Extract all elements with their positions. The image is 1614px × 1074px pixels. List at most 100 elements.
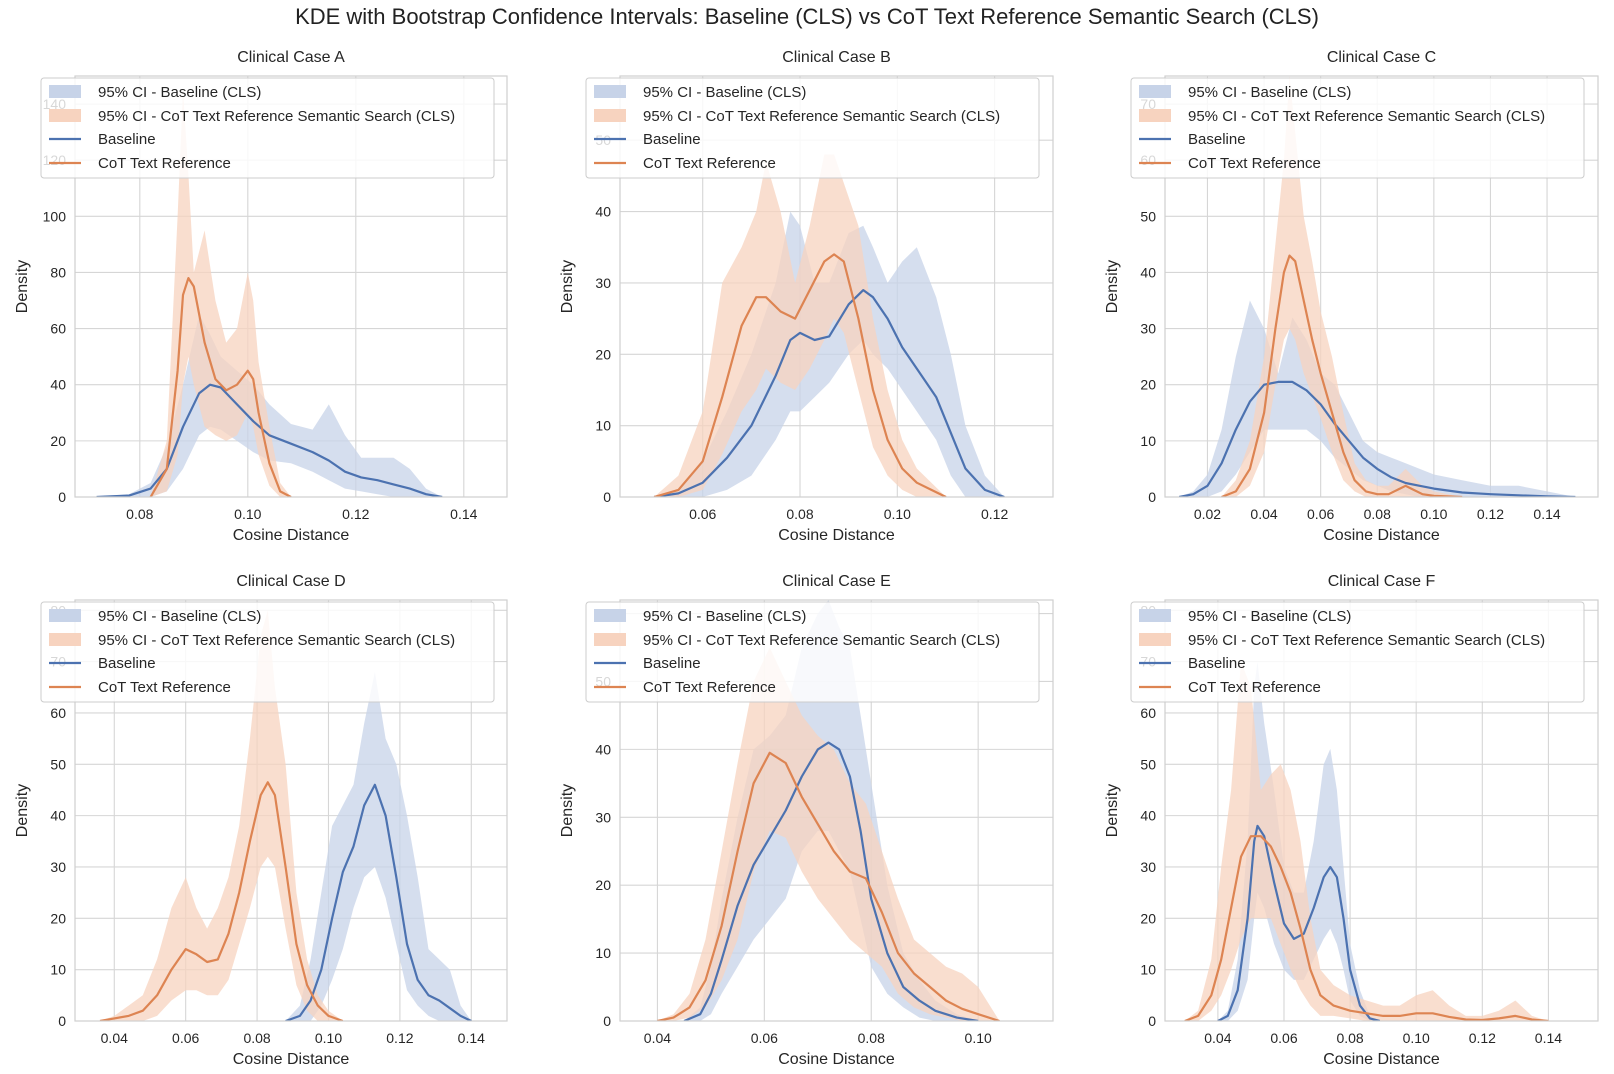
- legend-label-cot: CoT Text Reference: [98, 155, 231, 172]
- x-tick-label: 0.08: [126, 506, 153, 522]
- cot-kde-line: [99, 781, 344, 1021]
- legend-swatch-baseline-ci: [49, 609, 81, 622]
- x-tick-label: 0.10: [884, 506, 911, 522]
- data-layer: [657, 600, 1000, 1021]
- legend-box: [40, 601, 495, 703]
- x-tick-label: 0.06: [1307, 506, 1334, 522]
- cot-ci-band: [1184, 661, 1549, 1021]
- x-axis-label: Cosine Distance: [1323, 1051, 1440, 1068]
- data-layer: [1178, 76, 1576, 497]
- y-tick-label: 40: [50, 808, 66, 824]
- subplot-title: Clinical Case E: [782, 573, 890, 590]
- y-tick-label: 0: [1148, 489, 1156, 505]
- legend-swatch-cot-ci: [1139, 109, 1171, 122]
- x-tick-label: 0.04: [644, 1030, 671, 1046]
- legend-box: [585, 77, 1040, 179]
- y-tick-label: 80: [50, 264, 66, 280]
- legend-label-baseline: Baseline: [643, 131, 701, 148]
- legend: 95% CI - Baseline (CLS) 95% CI - CoT Text…: [1130, 77, 1585, 179]
- y-tick-label: 30: [1140, 321, 1156, 337]
- y-tick-label: 0: [1148, 1013, 1156, 1029]
- y-tick-label: 100: [43, 208, 67, 224]
- y-tick-label: 30: [50, 859, 66, 875]
- legend-label-cot-ci: 95% CI - CoT Text Reference Semantic Sea…: [1188, 632, 1545, 649]
- legend-box: [585, 601, 1040, 703]
- legend-swatch-baseline-ci: [594, 85, 626, 98]
- baseline-kde-line: [653, 289, 1005, 497]
- x-axis-label: Cosine Distance: [1323, 527, 1440, 544]
- y-tick-label: 30: [1140, 859, 1156, 875]
- y-tick-label: 10: [50, 962, 66, 978]
- y-axis-label: Density: [1104, 784, 1121, 837]
- baseline-ci-band: [654, 211, 1005, 497]
- cot-kde-line: [657, 751, 1000, 1021]
- x-tick-label: 0.08: [786, 506, 813, 522]
- x-axis-label: Cosine Distance: [233, 527, 350, 544]
- baseline-ci-band: [96, 314, 443, 497]
- x-tick-label: 0.02: [1194, 506, 1221, 522]
- legend-label-baseline-ci: 95% CI - Baseline (CLS): [1188, 608, 1351, 625]
- y-tick-label: 0: [603, 1013, 611, 1029]
- data-layer: [99, 610, 472, 1021]
- legend: 95% CI - Baseline (CLS) 95% CI - CoT Text…: [40, 601, 495, 703]
- legend-swatch-cot-ci: [49, 109, 81, 122]
- plot-frame: [1164, 75, 1599, 498]
- legend-label-baseline: Baseline: [1188, 655, 1246, 672]
- legend: 95% CI - Baseline (CLS) 95% CI - CoT Text…: [1130, 601, 1585, 703]
- legend-label-cot-ci: 95% CI - CoT Text Reference Semantic Sea…: [98, 632, 455, 649]
- baseline-ci-band: [1217, 661, 1380, 1021]
- legend-box: [1130, 601, 1585, 703]
- baseline-kde-line: [285, 783, 472, 1021]
- cot-ci-band: [1221, 76, 1463, 497]
- subplot-title: Clinical Case B: [782, 49, 890, 66]
- x-tick-label: 0.08: [1336, 1030, 1363, 1046]
- plot-frame: [619, 599, 1054, 1022]
- y-tick-label: 0: [58, 1013, 66, 1029]
- x-tick-label: 0.04: [1204, 1030, 1231, 1046]
- legend-label-baseline: Baseline: [1188, 131, 1246, 148]
- y-tick-label: 40: [50, 377, 66, 393]
- x-tick-label: 0.06: [1270, 1030, 1297, 1046]
- subplot-c: 0.020.040.060.080.100.120.14010203040506…: [1104, 49, 1599, 544]
- y-tick-label: 20: [595, 346, 611, 362]
- legend-swatch-baseline-ci: [49, 85, 81, 98]
- legend-label-cot-ci: 95% CI - CoT Text Reference Semantic Sea…: [1188, 108, 1545, 125]
- x-tick-label: 0.12: [1477, 506, 1504, 522]
- subplot-b: 0.060.080.100.1201020304050Clinical Case…: [559, 49, 1054, 544]
- legend-label-cot: CoT Text Reference: [643, 155, 776, 172]
- data-layer: [653, 154, 1005, 497]
- x-tick-label: 0.14: [1533, 506, 1560, 522]
- cot-kde-line: [1184, 835, 1549, 1021]
- y-tick-label: 0: [58, 489, 66, 505]
- cot-ci-band: [100, 610, 343, 1021]
- figure-title: KDE with Bootstrap Confidence Intervals:…: [295, 4, 1319, 29]
- x-axis-label: Cosine Distance: [233, 1051, 350, 1068]
- y-tick-label: 20: [50, 910, 66, 926]
- x-tick-label: 0.04: [1250, 506, 1277, 522]
- legend-label-cot-ci: 95% CI - CoT Text Reference Semantic Sea…: [98, 108, 455, 125]
- legend-label-baseline-ci: 95% CI - Baseline (CLS): [643, 84, 806, 101]
- y-tick-label: 20: [1140, 910, 1156, 926]
- x-tick-label: 0.10: [234, 506, 261, 522]
- baseline-kde-line: [96, 383, 443, 497]
- cot-ci-band: [654, 154, 946, 497]
- x-tick-label: 0.06: [172, 1030, 199, 1046]
- legend-label-cot: CoT Text Reference: [1188, 155, 1321, 172]
- legend-label-cot: CoT Text Reference: [98, 679, 231, 696]
- data-layer: [1184, 661, 1549, 1021]
- y-tick-label: 30: [595, 275, 611, 291]
- x-tick-label: 0.10: [315, 1030, 342, 1046]
- y-tick-label: 40: [1140, 264, 1156, 280]
- subplot-title: Clinical Case F: [1328, 573, 1436, 590]
- legend-label-baseline-ci: 95% CI - Baseline (CLS): [643, 608, 806, 625]
- x-tick-label: 0.04: [101, 1030, 128, 1046]
- legend-label-baseline-ci: 95% CI - Baseline (CLS): [98, 608, 261, 625]
- x-tick-label: 0.14: [450, 506, 477, 522]
- legend-label-baseline: Baseline: [643, 655, 701, 672]
- legend: 95% CI - Baseline (CLS) 95% CI - CoT Text…: [40, 77, 495, 179]
- subplot-title: Clinical Case D: [236, 573, 345, 590]
- legend-swatch-baseline-ci: [1139, 609, 1171, 622]
- legend-label-cot-ci: 95% CI - CoT Text Reference Semantic Sea…: [643, 632, 1000, 649]
- legend-label-cot: CoT Text Reference: [643, 679, 776, 696]
